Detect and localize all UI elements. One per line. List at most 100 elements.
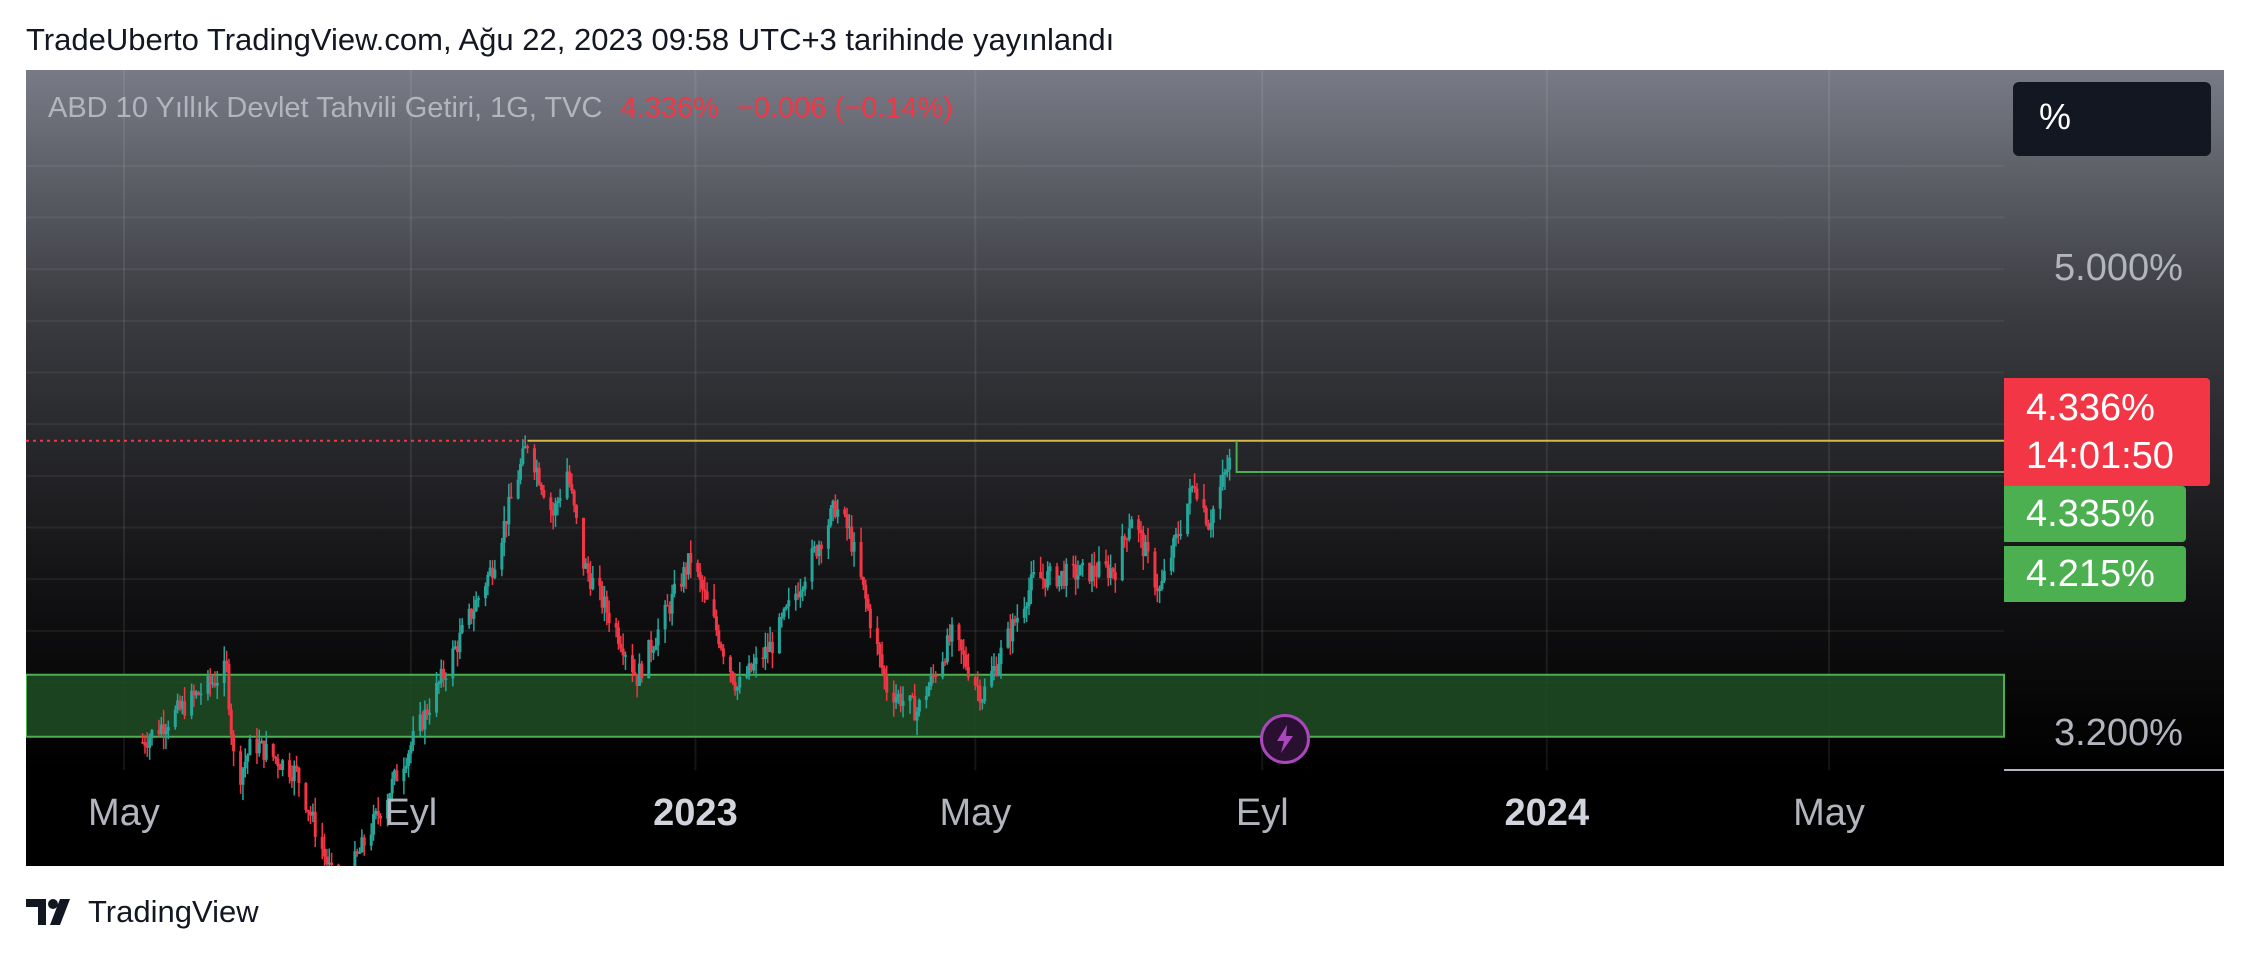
candle-body [591,577,595,590]
candle-body [148,737,152,748]
chart-svg[interactable] [26,70,2224,866]
candle-body [945,635,949,662]
candle-body [623,655,627,657]
candle-body [395,770,399,782]
candle-body [924,695,928,700]
candle-body [941,661,945,678]
candle-body [978,685,982,703]
candle-body [162,724,166,735]
candle-body [1011,619,1015,642]
candle-body [983,686,987,702]
candle-body [164,730,168,735]
candle-body [227,663,231,710]
candle-body [320,836,324,849]
candle-body [507,496,511,525]
candle-body [411,730,415,746]
candle-body [1169,557,1173,571]
candle-body [213,682,217,686]
candle-body [819,544,823,549]
candle-body [1015,617,1019,623]
candle-body [442,668,446,679]
time-label-month: May [939,792,1012,834]
candle-body [553,503,557,516]
candle-body [327,862,331,865]
candle-body [150,730,154,738]
candle-body [1106,564,1110,578]
candle-body [763,646,767,659]
candle-body [1013,619,1017,623]
candle-body [1144,542,1148,557]
candle-body [866,598,870,609]
candle-body [183,701,187,716]
candle-body [1120,536,1124,581]
candle-body [584,563,588,569]
candle-body [852,542,856,552]
chart-area[interactable]: ABD 10 Yıllık Devlet Tahvili Getiri, 1G,… [26,70,2224,866]
candle-body [143,742,147,746]
symbol-legend[interactable]: ABD 10 Yıllık Devlet Tahvili Getiri, 1G,… [48,92,953,125]
candle-body [313,811,317,837]
candle-body [1207,524,1211,530]
candle-body [864,584,868,599]
candle-body [1137,519,1141,530]
candle-body [689,553,693,563]
candle-body [1111,568,1115,573]
candle-body [665,604,669,607]
candle-body [360,837,364,853]
candle-body [1160,580,1164,590]
candle-body [581,517,585,569]
candle-body [1029,574,1033,591]
candle-body [847,526,851,529]
candle-body [295,765,299,768]
legend-change: −0.006 (−0.14%) [736,92,953,124]
candle-body [992,666,996,671]
tradingview-logo[interactable]: TradingView [26,894,259,930]
candle-body [264,744,268,760]
candle-body [943,661,947,664]
candle-body [488,567,492,575]
symbol-title: ABD 10 Yıllık Devlet Tahvili Getiri, 1G,… [48,92,603,124]
candle-body [523,446,527,449]
candle-body [934,674,938,678]
candle-body [407,753,411,766]
candle-body [276,758,280,767]
candle-body [1041,578,1045,580]
candle-body [668,606,672,614]
candle-body [542,489,546,498]
candle-body [990,670,994,687]
candle-body [1032,572,1036,575]
candle-body [826,525,830,549]
candle-body [656,629,660,646]
candle-body [278,766,282,770]
candle-body [616,627,620,644]
candle-body [1078,565,1082,576]
candle-body [1008,628,1012,642]
candle-body [229,709,233,735]
candle-body [845,514,849,529]
time-label-month: May [88,792,160,834]
candle-body [444,678,448,680]
candle-body [647,639,651,679]
lightning-icon-glyph [1277,725,1293,753]
lightning-event-icon[interactable] [1260,714,1310,764]
candle-body [1055,566,1059,587]
candle-body [878,644,882,655]
candle-body [651,650,655,653]
candle-body [246,755,250,762]
time-label-year: 2023 [653,792,738,834]
candle-body [458,632,462,653]
candle-body [1074,564,1078,580]
candle-body [404,765,408,769]
candle-body [896,693,900,698]
demand-zone [26,673,2005,738]
scale-unit-button[interactable]: % [2013,82,2211,156]
last-price-tag: 4.336% 14:01:50 [2004,378,2210,486]
candle-body [798,591,802,598]
candle-body [782,608,786,617]
candle-body [700,579,704,590]
candle-body [262,740,266,760]
candle-body [1158,589,1162,592]
candle-body [288,760,292,778]
candle-body [477,598,481,600]
grid [26,70,2004,770]
